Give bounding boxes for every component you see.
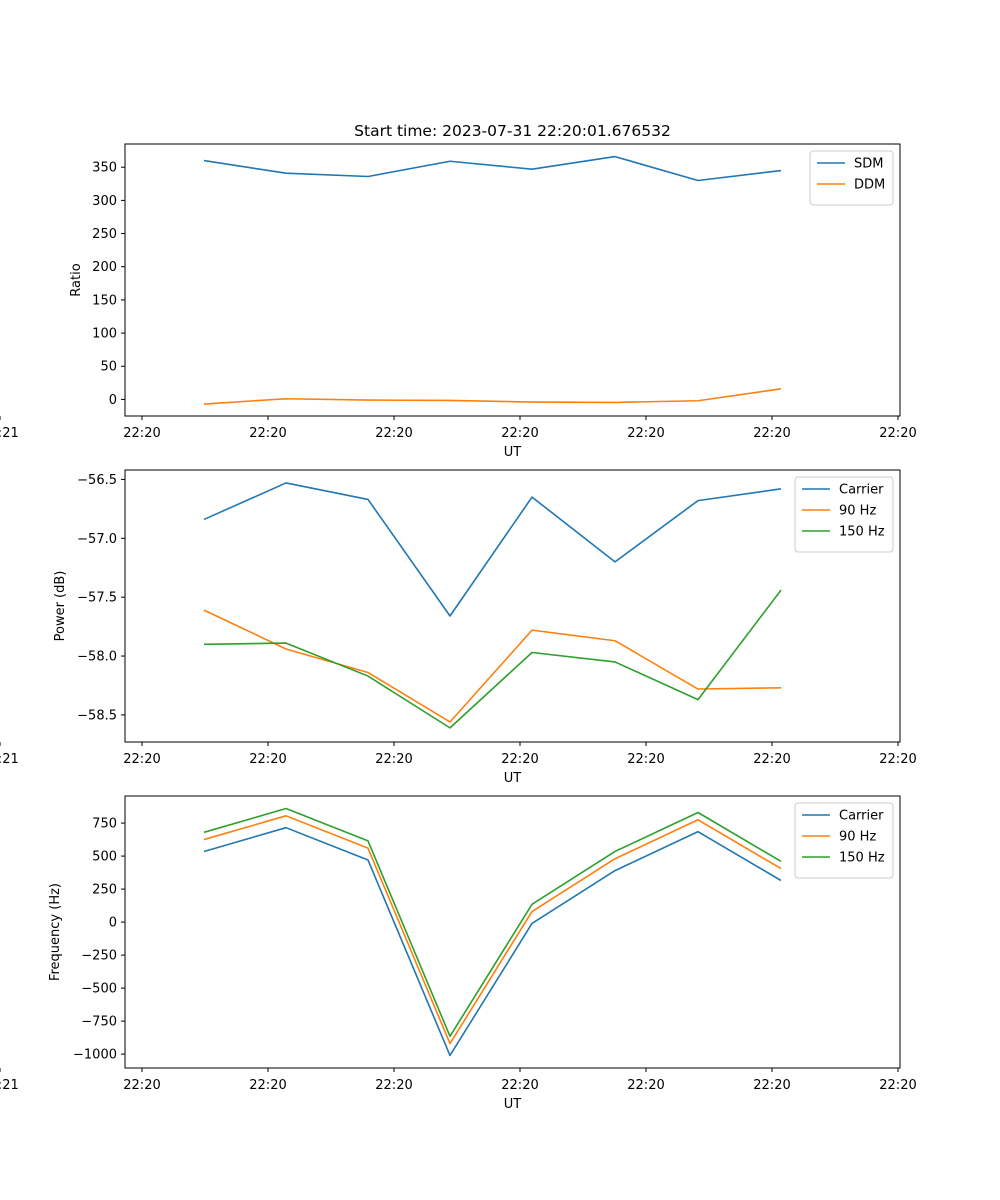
x-tick-label: 22:20 xyxy=(879,1078,916,1093)
legend-label: 90 Hz xyxy=(839,504,876,519)
legend-label: 90 Hz xyxy=(839,830,876,845)
x-tick-label: 22:20 xyxy=(879,752,916,767)
x-tick-label: 22:20 xyxy=(501,1078,538,1093)
x-tick-label: 22:20 xyxy=(501,752,538,767)
y-tick-label: 200 xyxy=(92,260,117,275)
series-line-90-hz xyxy=(203,815,782,1045)
y-tick-label: 300 xyxy=(92,194,117,209)
plot-frame xyxy=(124,143,901,417)
y-tick-label: 750 xyxy=(92,817,117,832)
x-tick-label: 22:21 xyxy=(0,426,19,441)
legend-box xyxy=(809,150,894,206)
series-line-carrier xyxy=(203,482,782,617)
series-line-ddm xyxy=(203,388,782,405)
y-tick-label: 0 xyxy=(109,393,117,408)
y-tick-label: −500 xyxy=(81,982,117,997)
x-tick-label: 22:20 xyxy=(501,426,538,441)
x-tick-label: 22:20 xyxy=(627,1078,664,1093)
chart-title: Start time: 2023-07-31 22:20:01.676532 xyxy=(354,122,671,140)
y-tick-label: −1000 xyxy=(73,1048,117,1063)
legend-box xyxy=(794,802,894,879)
x-tick-label: 22:20 xyxy=(375,752,412,767)
y-tick-label: 250 xyxy=(92,883,117,898)
x-tick-label: 22:20 xyxy=(753,752,790,767)
x-tick-label: 22:20 xyxy=(123,752,160,767)
x-tick-label: 22:20 xyxy=(375,1078,412,1093)
plot-frame xyxy=(124,469,901,743)
y-tick-label: 500 xyxy=(92,850,117,865)
y-tick-label: −57.0 xyxy=(77,532,117,547)
legend-label: DDM xyxy=(854,178,885,193)
x-tick-label: 22:20 xyxy=(753,426,790,441)
y-axis-label: Power (dB) xyxy=(53,571,68,642)
x-tick-label: 22:20 xyxy=(249,1078,286,1093)
x-tick-label: 22:20 xyxy=(753,1078,790,1093)
series-line-150-hz xyxy=(203,589,782,729)
panels: 22:20 22:20 22:20 22:20 22:20 22:20 22:20 22:21… xyxy=(0,143,917,1112)
panel-2: 22:20 22:20 22:20 22:20 22:20 22:20 22:20 22:21… xyxy=(0,469,917,786)
x-tick-label: 22:20 xyxy=(249,752,286,767)
plot-frame xyxy=(124,795,901,1069)
x-axis-label: UT xyxy=(504,1097,522,1112)
y-tick-label: −250 xyxy=(81,949,117,964)
x-tick-label: 22:20 xyxy=(123,426,160,441)
x-tick-label: 22:21 xyxy=(0,752,19,767)
x-tick-label: 22:20 xyxy=(249,426,286,441)
x-tick-label: 22:20 xyxy=(375,426,412,441)
legend-label: Carrier xyxy=(839,483,884,498)
y-tick-label: −56.5 xyxy=(77,473,117,488)
y-tick-label: 50 xyxy=(100,360,117,375)
y-tick-label: 0 xyxy=(109,916,117,931)
x-tick-label: 22:20 xyxy=(123,1078,160,1093)
y-tick-label: 250 xyxy=(92,227,117,242)
legend-label: SDM xyxy=(854,157,883,172)
y-tick-label: −750 xyxy=(81,1015,117,1030)
y-tick-label: 100 xyxy=(92,327,117,342)
series-line-sdm xyxy=(203,155,782,182)
y-tick-label: −58.0 xyxy=(77,650,117,665)
series-line-90-hz xyxy=(203,609,782,723)
y-tick-label: −57.5 xyxy=(77,591,117,606)
x-axis-label: UT xyxy=(504,445,522,460)
x-tick-label: 22:21 xyxy=(0,1078,19,1093)
legend-label: Carrier xyxy=(839,809,884,824)
series-line-150-hz xyxy=(203,807,782,1038)
y-tick-label: 350 xyxy=(92,161,117,176)
x-axis-label: UT xyxy=(504,771,522,786)
y-axis-label: Frequency (Hz) xyxy=(48,883,63,981)
y-tick-label: −58.5 xyxy=(77,708,117,723)
x-tick-label: 22:20 xyxy=(627,426,664,441)
y-axis-label: Ratio xyxy=(69,263,84,296)
legend-box xyxy=(794,476,894,553)
legend-label: 150 Hz xyxy=(839,851,885,866)
series-line-carrier xyxy=(203,826,782,1057)
y-tick-label: 150 xyxy=(92,293,117,308)
legend-label: 150 Hz xyxy=(839,525,885,540)
panel-3: 22:20 22:20 22:20 22:20 22:20 22:20 22:20 22:21… xyxy=(0,795,917,1112)
panel-1: 22:20 22:20 22:20 22:20 22:20 22:20 22:20 22:21… xyxy=(0,143,917,460)
x-tick-label: 22:20 xyxy=(627,752,664,767)
x-tick-label: 22:20 xyxy=(879,426,916,441)
